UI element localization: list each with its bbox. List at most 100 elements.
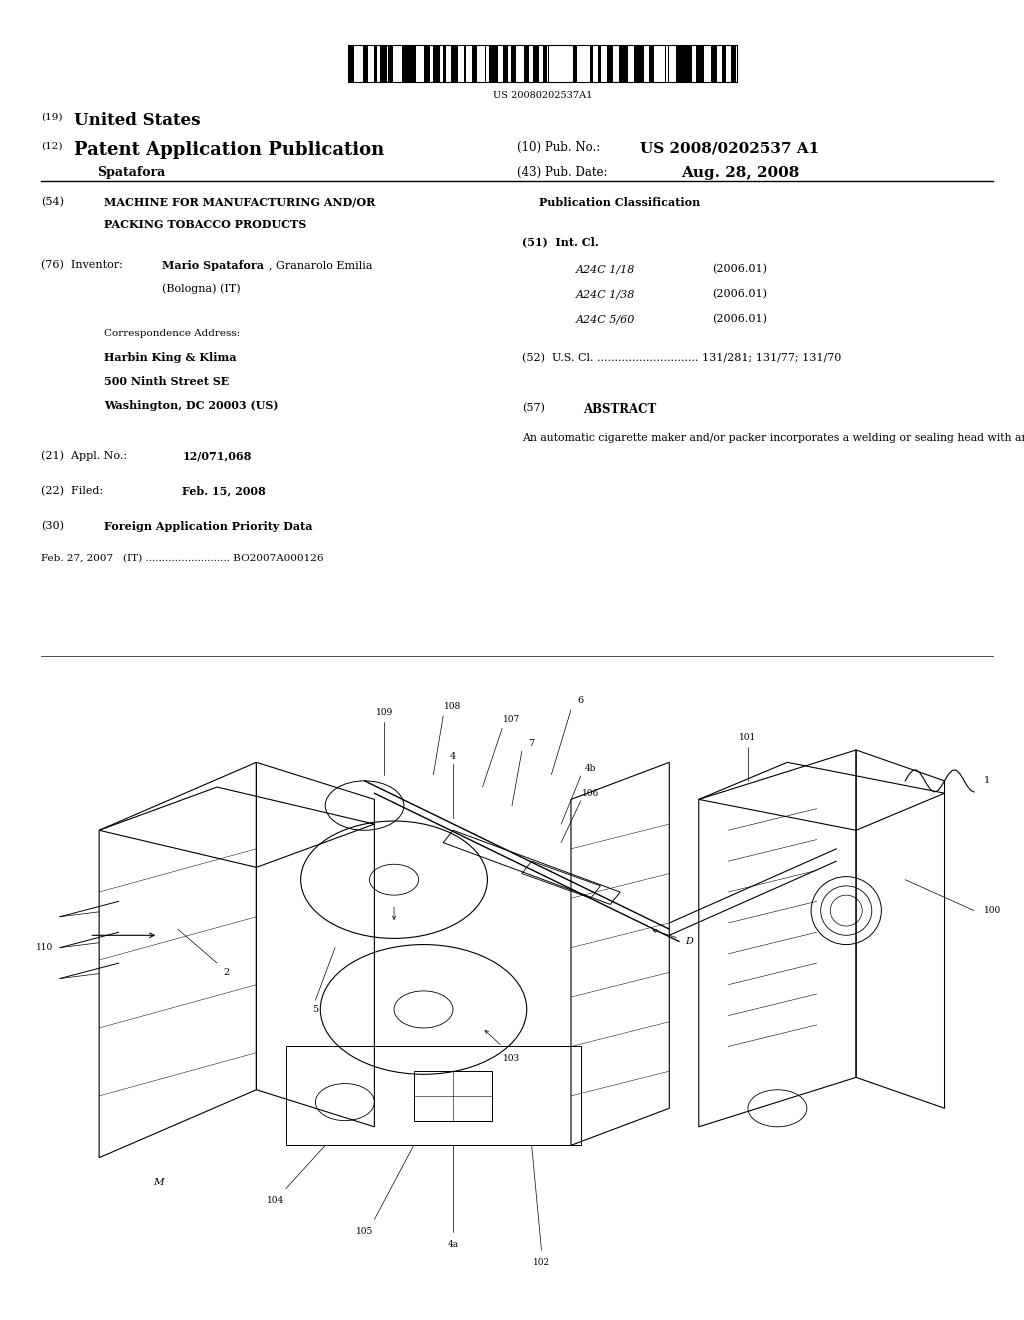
Bar bbox=[734, 45, 736, 82]
Bar bbox=[549, 45, 554, 82]
Bar bbox=[534, 45, 538, 82]
Bar bbox=[417, 45, 420, 82]
Bar bbox=[349, 45, 354, 82]
Bar bbox=[577, 45, 580, 82]
Bar bbox=[433, 45, 436, 82]
Text: United States: United States bbox=[74, 112, 201, 129]
Bar bbox=[639, 45, 644, 82]
Bar bbox=[476, 45, 481, 82]
Text: 4b: 4b bbox=[585, 764, 596, 774]
Text: 7: 7 bbox=[528, 739, 535, 748]
Bar bbox=[589, 45, 590, 82]
Bar bbox=[393, 45, 396, 82]
Text: (Bologna) (IT): (Bologna) (IT) bbox=[162, 284, 241, 294]
Bar bbox=[529, 45, 534, 82]
Bar bbox=[614, 45, 620, 82]
Text: (21)  Appl. No.:: (21) Appl. No.: bbox=[41, 450, 127, 461]
Bar bbox=[348, 45, 737, 82]
Bar bbox=[460, 45, 464, 82]
Text: (12): (12) bbox=[41, 141, 62, 150]
Text: Feb. 27, 2007   (IT) .......................... BO2007A000126: Feb. 27, 2007 (IT) .....................… bbox=[41, 553, 324, 562]
Bar bbox=[613, 45, 614, 82]
Bar bbox=[638, 45, 639, 82]
Text: 109: 109 bbox=[376, 709, 393, 717]
Bar bbox=[540, 45, 543, 82]
Bar bbox=[711, 45, 716, 82]
Bar bbox=[467, 45, 472, 82]
Bar bbox=[716, 45, 718, 82]
Bar bbox=[610, 45, 613, 82]
Text: Foreign Application Priority Data: Foreign Application Priority Data bbox=[104, 521, 313, 532]
Bar bbox=[605, 45, 607, 82]
Bar bbox=[384, 45, 387, 82]
Text: 110: 110 bbox=[37, 944, 53, 952]
Bar bbox=[519, 45, 522, 82]
Bar bbox=[649, 45, 650, 82]
Bar bbox=[650, 45, 653, 82]
Text: (57): (57) bbox=[522, 403, 545, 413]
Bar bbox=[415, 45, 417, 82]
Bar bbox=[489, 45, 494, 82]
Text: Aug. 28, 2008: Aug. 28, 2008 bbox=[681, 166, 800, 181]
Text: Spatafora: Spatafora bbox=[97, 166, 166, 180]
Bar bbox=[653, 45, 658, 82]
Bar bbox=[423, 45, 424, 82]
Text: (2006.01): (2006.01) bbox=[712, 289, 767, 300]
Bar bbox=[380, 45, 384, 82]
Bar bbox=[447, 45, 451, 82]
Bar bbox=[689, 45, 690, 82]
Text: 4a: 4a bbox=[447, 1239, 459, 1249]
Text: (22)  Filed:: (22) Filed: bbox=[41, 486, 103, 496]
Bar bbox=[573, 45, 577, 82]
Bar bbox=[554, 45, 555, 82]
Text: , Granarolo Emilia: , Granarolo Emilia bbox=[269, 260, 373, 271]
Bar bbox=[670, 45, 675, 82]
Text: (52)  U.S. Cl. ............................. 131/281; 131/77; 131/70: (52) U.S. Cl. ..........................… bbox=[522, 352, 842, 363]
Bar bbox=[568, 45, 573, 82]
Bar bbox=[543, 45, 547, 82]
Bar bbox=[472, 45, 476, 82]
Bar bbox=[397, 45, 402, 82]
Text: Mario Spatafora: Mario Spatafora bbox=[162, 260, 264, 271]
Bar bbox=[593, 45, 596, 82]
Bar bbox=[348, 45, 349, 82]
Bar bbox=[681, 45, 683, 82]
Bar bbox=[466, 45, 467, 82]
Text: US 2008/0202537 A1: US 2008/0202537 A1 bbox=[640, 141, 819, 156]
Bar bbox=[722, 45, 726, 82]
Text: (76)  Inventor:: (76) Inventor: bbox=[41, 260, 123, 271]
Bar bbox=[555, 45, 557, 82]
Text: 103: 103 bbox=[504, 1055, 520, 1064]
Bar bbox=[598, 45, 601, 82]
Bar bbox=[524, 45, 525, 82]
Bar bbox=[644, 45, 649, 82]
Text: US 20080202537A1: US 20080202537A1 bbox=[493, 91, 593, 100]
Text: Publication Classification: Publication Classification bbox=[539, 197, 700, 207]
Bar bbox=[525, 45, 529, 82]
Text: 104: 104 bbox=[267, 1196, 285, 1205]
Bar bbox=[690, 45, 692, 82]
Bar bbox=[454, 45, 457, 82]
Text: Patent Application Publication: Patent Application Publication bbox=[74, 141, 384, 160]
Bar bbox=[706, 45, 707, 82]
Text: 1: 1 bbox=[984, 776, 990, 785]
Text: Correspondence Address:: Correspondence Address: bbox=[104, 329, 241, 338]
Text: (51)  Int. Cl.: (51) Int. Cl. bbox=[522, 236, 599, 247]
Bar bbox=[665, 45, 667, 82]
Bar bbox=[481, 45, 484, 82]
Bar bbox=[699, 45, 703, 82]
Bar bbox=[547, 45, 548, 82]
Bar bbox=[601, 45, 605, 82]
Bar bbox=[620, 45, 623, 82]
Text: A24C 1/18: A24C 1/18 bbox=[575, 264, 635, 275]
Bar bbox=[432, 45, 433, 82]
Bar bbox=[368, 45, 369, 82]
Bar bbox=[630, 45, 635, 82]
Bar bbox=[358, 45, 362, 82]
Text: An automatic cigarette maker and/or packer incorporates a welding or sealing hea: An automatic cigarette maker and/or pack… bbox=[522, 433, 1024, 444]
Text: 100: 100 bbox=[984, 906, 1001, 915]
Text: ABSTRACT: ABSTRACT bbox=[583, 403, 656, 416]
Bar bbox=[718, 45, 722, 82]
Bar bbox=[511, 45, 516, 82]
Bar bbox=[688, 45, 689, 82]
